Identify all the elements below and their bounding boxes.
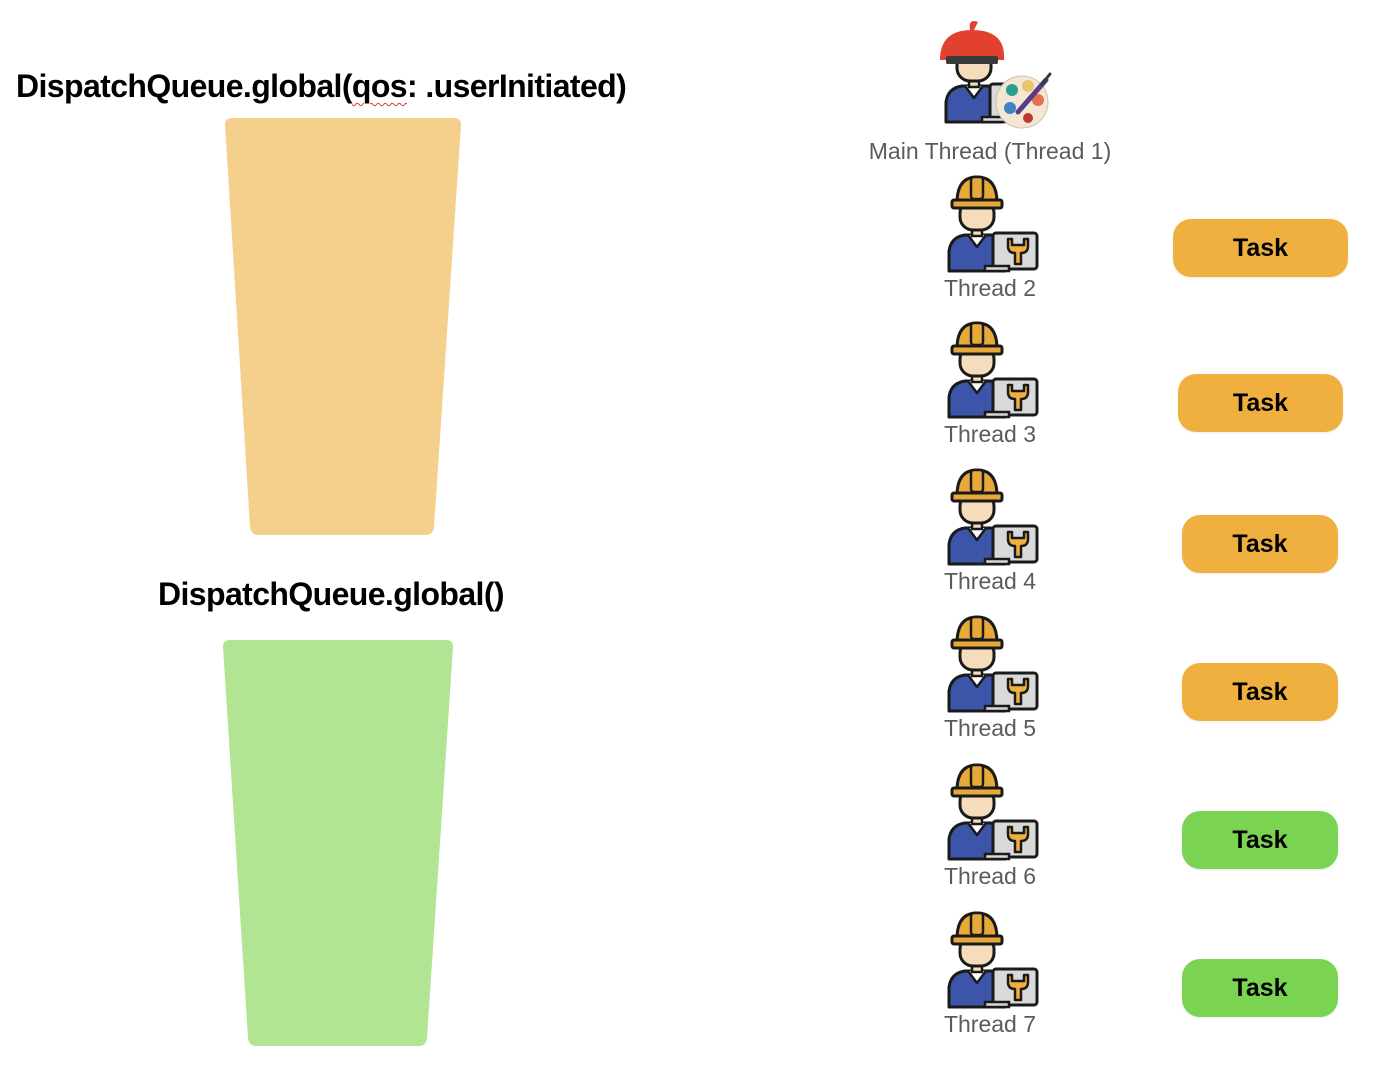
worker-with-hardhat-icon [947, 911, 1039, 1009]
thread-6: Thread 6 [850, 763, 1130, 890]
queue-bucket-user-initiated [225, 118, 461, 535]
thread-label: Main Thread (Thread 1) [868, 138, 1112, 164]
worker-with-hardhat-icon [947, 468, 1039, 566]
worker-with-hardhat-icon [947, 615, 1039, 713]
queue-title-default: DispatchQueue.global() [158, 576, 505, 612]
queue-title-suffix: : .userInitiated) [406, 68, 627, 104]
thread-label: Thread 4 [943, 568, 1037, 594]
thread-label: Thread 7 [943, 1011, 1037, 1037]
worker-with-hardhat-icon [947, 175, 1039, 273]
spellcheck-marked-word: qos [351, 68, 408, 104]
thread-5: Thread 5 [850, 615, 1130, 742]
task-pill[interactable]: Task [1173, 219, 1348, 277]
thread-main: Main Thread (Thread 1) [850, 16, 1130, 165]
thread-label: Thread 5 [943, 715, 1037, 741]
thread-label: Thread 3 [943, 421, 1037, 447]
queue-title-user-initiated: DispatchQueue.global(qos: .userInitiated… [16, 68, 627, 105]
worker-with-hardhat-icon [947, 321, 1039, 419]
thread-3: Thread 3 [850, 321, 1130, 448]
queue-title-prefix: DispatchQueue.global( [16, 68, 352, 104]
task-pill[interactable]: Task [1182, 959, 1338, 1017]
task-pill[interactable]: Task [1178, 374, 1343, 432]
thread-4: Thread 4 [850, 468, 1130, 595]
task-pill[interactable]: Task [1182, 515, 1338, 573]
task-pill[interactable]: Task [1182, 811, 1338, 869]
thread-2: Thread 2 [850, 175, 1130, 302]
thread-label: Thread 2 [943, 275, 1037, 301]
painter-with-beret-icon [940, 21, 1052, 129]
worker-with-hardhat-icon [947, 763, 1039, 861]
thread-7: Thread 7 [850, 911, 1130, 1038]
thread-label: Thread 6 [943, 863, 1037, 889]
task-pill[interactable]: Task [1182, 663, 1338, 721]
queue-bucket-default [223, 640, 453, 1046]
